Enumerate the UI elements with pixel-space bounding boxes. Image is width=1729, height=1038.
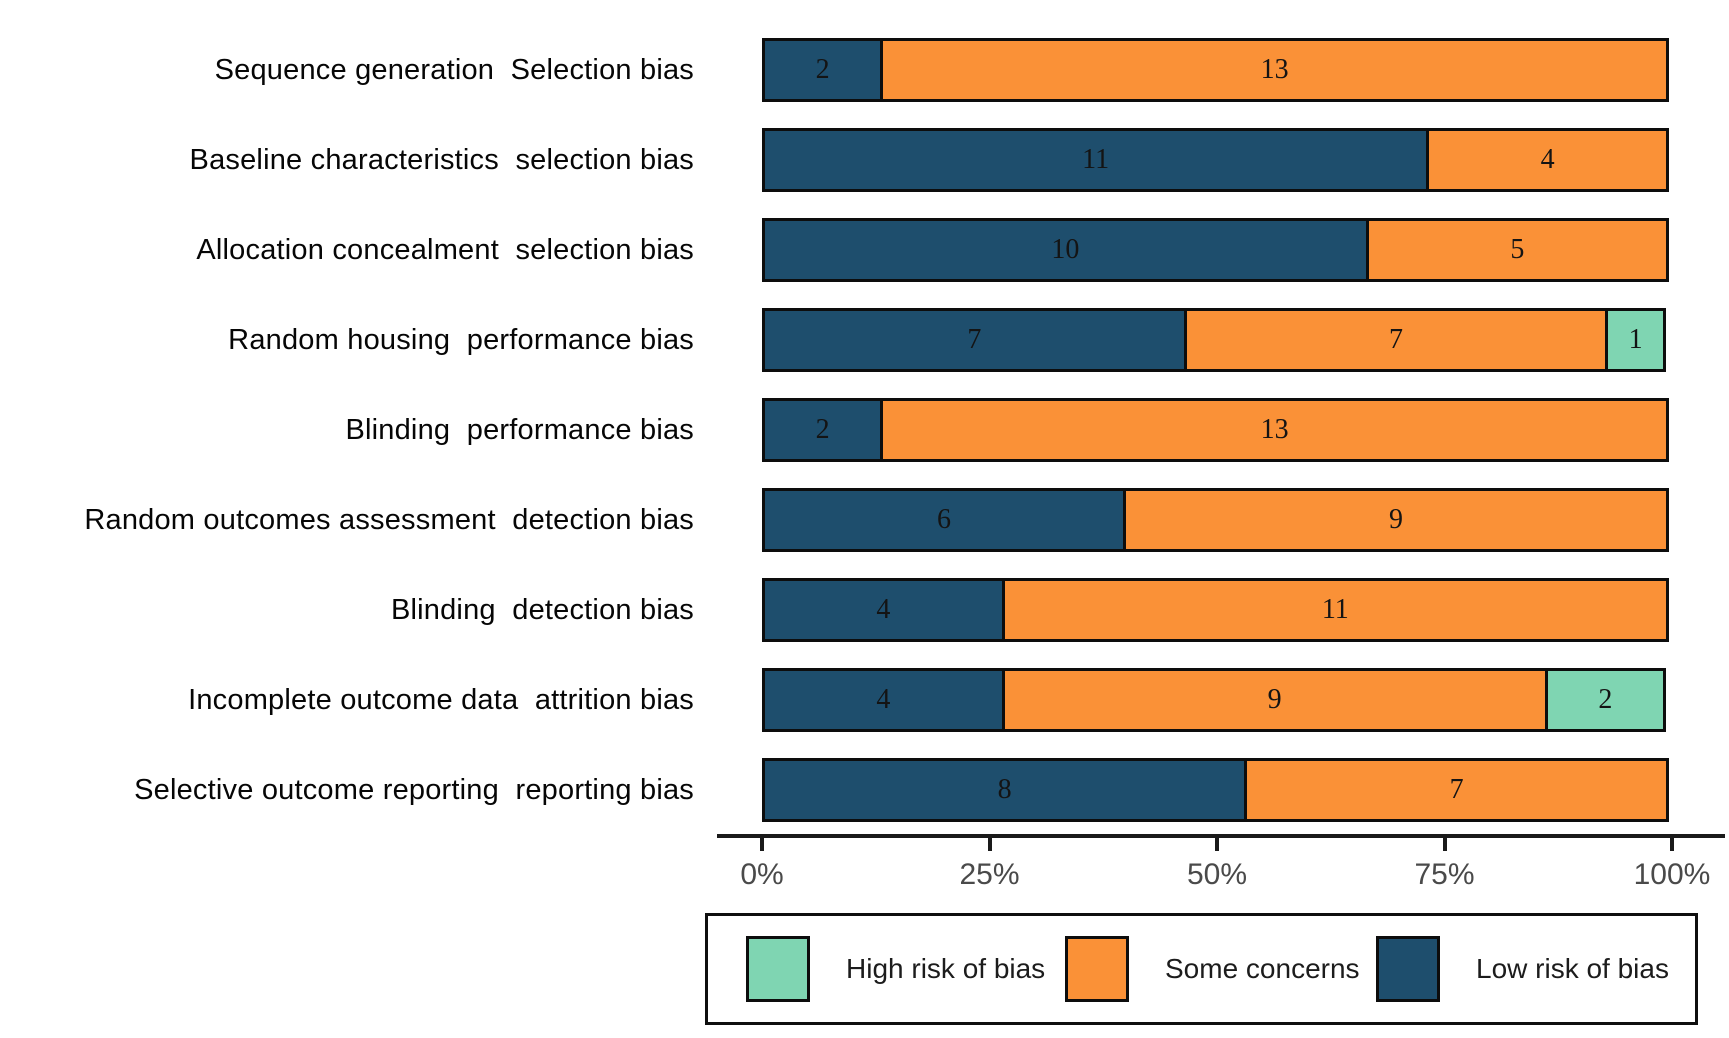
- bar-segment-low-risk-of-bias: 2: [762, 398, 884, 462]
- category-label: Random housing performance bias: [228, 323, 694, 356]
- segment-value-label: 13: [1260, 54, 1289, 85]
- tick-label: 0%: [740, 858, 784, 891]
- segment-value-label: 9: [1267, 684, 1282, 715]
- legend-swatch: [1065, 936, 1129, 1002]
- x-axis-line: [717, 834, 1725, 838]
- bar-segment-low-risk-of-bias: 6: [762, 488, 1126, 552]
- tick-label: 75%: [1414, 858, 1475, 891]
- bar-segment-some-concerns: 5: [1365, 218, 1669, 282]
- legend-item-high-risk-of-bias: High risk of bias: [746, 916, 1045, 1022]
- tick-label: 25%: [959, 858, 1020, 891]
- bar-segment-some-concerns: 11: [1001, 578, 1669, 642]
- category-label: Selective outcome reporting reporting bi…: [134, 773, 694, 806]
- bar-segment-some-concerns: 4: [1426, 128, 1669, 192]
- segment-value-label: 2: [815, 414, 830, 445]
- legend-label: Low risk of bias: [1476, 953, 1669, 984]
- bar-segment-some-concerns: 7: [1244, 758, 1669, 822]
- segment-value-label: 2: [1598, 684, 1613, 715]
- legend-label: High risk of bias: [846, 953, 1046, 984]
- bar-segment-low-risk-of-bias: 7: [762, 308, 1187, 372]
- segment-value-label: 8: [997, 774, 1012, 805]
- chart-row: Blinding performance bias 2 13: [0, 398, 1729, 462]
- bar-track: 4 9 2: [762, 668, 1672, 732]
- segment-value-label: 11: [1321, 594, 1349, 625]
- tick-mark: [760, 834, 764, 851]
- chart-row: Selective outcome reporting reporting bi…: [0, 758, 1729, 822]
- chart-row: Random housing performance bias 7 7 1: [0, 308, 1729, 372]
- tick-mark: [1215, 834, 1219, 851]
- bar-segment-low-risk-of-bias: 10: [762, 218, 1369, 282]
- segment-value-label: 7: [1388, 324, 1403, 355]
- bar-segment-some-concerns: 13: [880, 38, 1669, 102]
- bar-segment-low-risk-of-bias: 11: [762, 128, 1430, 192]
- legend-item-some-concerns: Some concerns: [1065, 916, 1360, 1022]
- bar-track: 2 13: [762, 38, 1672, 102]
- chart-row: Sequence generation Selection bias 2 13: [0, 38, 1729, 102]
- category-label: Blinding detection bias: [390, 593, 694, 626]
- legend-label: Some concerns: [1165, 953, 1360, 984]
- chart-row: Allocation concealment selection bias 10 5: [0, 218, 1729, 282]
- bar-segment-some-concerns: 9: [1001, 668, 1548, 732]
- segment-value-label: 9: [1389, 504, 1403, 535]
- category-label: Blinding performance bias: [345, 413, 694, 446]
- bar-segment-high-risk-of-bias: 1: [1605, 308, 1666, 372]
- segment-value-label: 7: [967, 324, 982, 355]
- segment-value-label: 7: [1449, 774, 1464, 805]
- bar-segment-low-risk-of-bias: 4: [762, 578, 1005, 642]
- bar-track: 11 4: [762, 128, 1672, 192]
- category-label: Sequence generation Selection bias: [214, 53, 694, 86]
- category-label: Allocation concealment selection bias: [196, 233, 694, 266]
- legend-swatch: [746, 936, 810, 1002]
- segment-value-label: 4: [1540, 144, 1555, 175]
- legend-item-low-risk-of-bias: Low risk of bias: [1376, 916, 1669, 1022]
- category-label: Baseline characteristics selection bias: [189, 143, 694, 176]
- segment-value-label: 4: [876, 684, 891, 715]
- x-axis: 0% 25% 50% 75% 100%: [717, 834, 1725, 904]
- legend: High risk of bias Some concerns Low risk o…: [705, 913, 1698, 1025]
- bar-segment-some-concerns: 7: [1183, 308, 1609, 372]
- tick-mark: [1442, 834, 1447, 851]
- bar-segment-low-risk-of-bias: 2: [762, 38, 884, 102]
- bar-segment-high-risk-of-bias: 2: [1544, 668, 1666, 732]
- bar-segment-low-risk-of-bias: 8: [762, 758, 1248, 822]
- chart-row: Baseline characteristics selection bias 1…: [0, 128, 1729, 192]
- segment-value-label: 11: [1082, 144, 1110, 175]
- segment-value-label: 2: [815, 54, 830, 85]
- chart-rows: Sequence generation Selection bias 2 13 Bas…: [0, 38, 1729, 822]
- segment-value-label: 13: [1260, 414, 1289, 445]
- tick-label: 50%: [1186, 858, 1248, 891]
- legend-swatch: [1376, 936, 1440, 1002]
- bar-segment-low-risk-of-bias: 4: [762, 668, 1005, 732]
- bar-track: 7 7 1: [762, 308, 1672, 372]
- chart-row: Incomplete outcome data attrition bias 4 9…: [0, 668, 1729, 732]
- segment-value-label: 1: [1628, 324, 1643, 355]
- segment-value-label: 10: [1051, 234, 1080, 265]
- bar-track: 2 13: [762, 398, 1672, 462]
- bar-track: 10 5: [762, 218, 1672, 282]
- tick-label: 100%: [1633, 858, 1711, 891]
- bar-track: 4 11: [762, 578, 1672, 642]
- bar-segment-some-concerns: 13: [880, 398, 1669, 462]
- segment-value-label: 4: [876, 594, 891, 625]
- segment-value-label: 5: [1510, 234, 1525, 265]
- segment-value-label: 6: [937, 504, 951, 535]
- category-label: Random outcomes assessment detection bia…: [84, 503, 694, 536]
- tick-mark: [987, 834, 992, 851]
- bar-segment-some-concerns: 9: [1123, 488, 1669, 552]
- tick-mark: [1670, 834, 1674, 851]
- category-label: Incomplete outcome data attrition bias: [188, 683, 694, 716]
- chart-row: Blinding detection bias 4 11: [0, 578, 1729, 642]
- chart-row: Random outcomes assessment detection bia…: [0, 488, 1729, 552]
